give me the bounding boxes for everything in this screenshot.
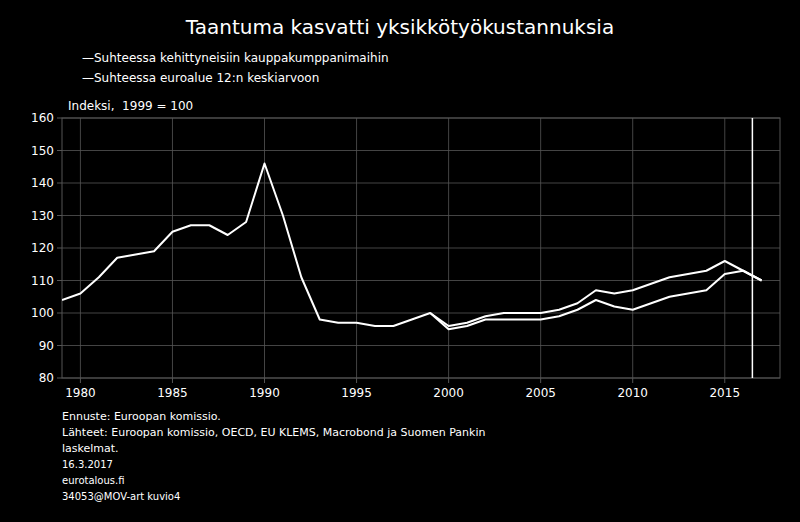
- x-tick: [356, 378, 357, 383]
- chart: Taantuma kasvatti yksikkötyökustannuksia…: [0, 0, 800, 522]
- y-tick-label: 160: [31, 111, 54, 125]
- y-tick-label: 90: [39, 339, 54, 353]
- y-tick-label: 120: [31, 241, 54, 255]
- series-line: [430, 261, 761, 326]
- title: Taantuma kasvatti yksikkötyökustannuksia: [185, 15, 614, 39]
- grid-line: [80, 118, 81, 378]
- series-line: [62, 164, 762, 330]
- grid: [62, 118, 780, 378]
- vertical-line: [752, 118, 754, 378]
- x-tick: [448, 378, 449, 383]
- footer-note: Lähteet: Euroopan komissio, OECD, EU KLE…: [62, 426, 485, 439]
- y-tick-label: 140: [31, 176, 54, 190]
- y-tick: [57, 183, 62, 184]
- x-tick: [632, 378, 633, 383]
- x-tick: [172, 378, 173, 383]
- grid-line: [62, 313, 780, 314]
- grid-line: [62, 183, 780, 184]
- footer-note: laskelmat.: [62, 442, 119, 455]
- x-tick-label: 2015: [709, 386, 740, 400]
- legend-entry: —Suhteessa kehittyneisiin kauppakumppani…: [82, 51, 389, 65]
- y-tick: [57, 313, 62, 314]
- x-tick-label: 1980: [65, 386, 96, 400]
- x-tick: [264, 378, 265, 383]
- legend-entry: —Suhteessa euroalue 12:n keskiarvoon: [82, 71, 319, 85]
- y-tick: [57, 378, 62, 379]
- grid-line: [264, 118, 265, 378]
- y-tick-label: 80: [39, 371, 54, 385]
- background: [0, 0, 800, 522]
- grid-line: [632, 118, 633, 378]
- x-tick-label: 1995: [341, 386, 372, 400]
- x-tick: [80, 378, 81, 383]
- grid-line: [172, 118, 173, 378]
- grid-line: [62, 345, 780, 346]
- y-tick-label: 110: [31, 274, 54, 288]
- x-tick-label: 2000: [433, 386, 464, 400]
- grid-line: [724, 118, 725, 378]
- y-axis-label: Indeksi, 1999 = 100: [68, 99, 193, 113]
- y-tick-label: 100: [31, 306, 54, 320]
- footer-note: eurotalous.fi: [62, 475, 124, 486]
- x-tick: [724, 378, 725, 383]
- y-tick: [57, 345, 62, 346]
- footer-note: Ennuste: Euroopan komissio.: [62, 410, 221, 423]
- axes: 80 90 100 110 120 130 140 150 160 1980 1985 1990 199…: [31, 111, 740, 400]
- y-tick-label: 150: [31, 144, 54, 158]
- plot-frame: [62, 118, 780, 378]
- x-tick-label: 1985: [157, 386, 188, 400]
- grid-line: [540, 118, 541, 378]
- grid-line: [448, 118, 449, 378]
- y-tick: [57, 215, 62, 216]
- y-tick: [57, 280, 62, 281]
- x-tick: [540, 378, 541, 383]
- footer-note: 16.3.2017: [62, 459, 113, 470]
- x-tick-label: 2010: [617, 386, 648, 400]
- x-tick-label: 2005: [525, 386, 556, 400]
- y-tick: [57, 118, 62, 119]
- footer-note: 34053@MOV-art kuvio4: [62, 491, 180, 502]
- y-tick: [57, 248, 62, 249]
- grid-line: [62, 280, 780, 281]
- grid-line: [62, 150, 780, 151]
- x-tick-label: 1990: [249, 386, 280, 400]
- grid-line: [356, 118, 357, 378]
- y-tick-label: 130: [31, 209, 54, 223]
- y-tick: [57, 150, 62, 151]
- grid-line: [62, 215, 780, 216]
- plot-area: [62, 118, 762, 378]
- grid-line: [62, 248, 780, 249]
